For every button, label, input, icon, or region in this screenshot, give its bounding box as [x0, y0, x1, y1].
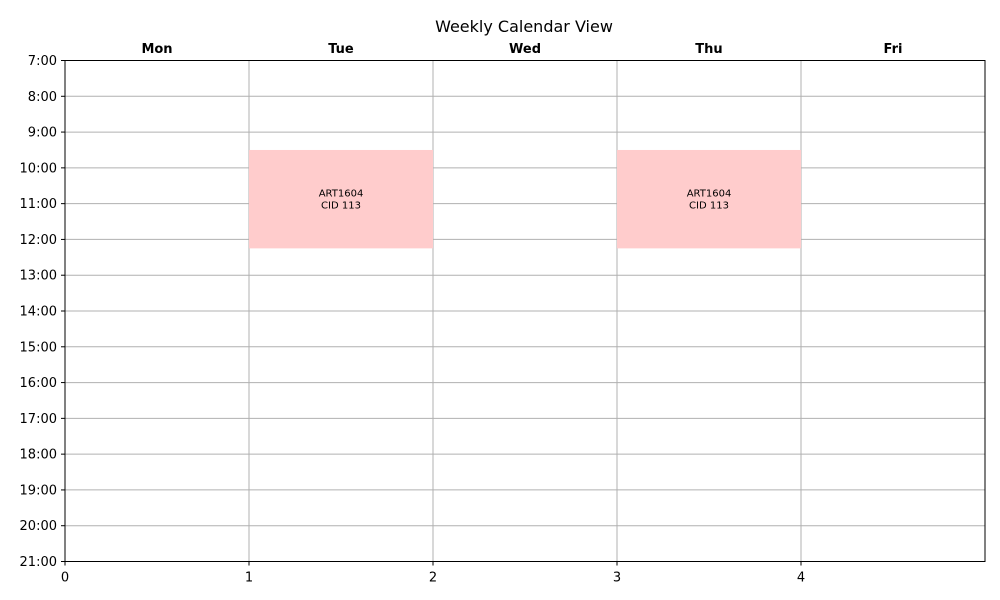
x-tick-label: 1 — [245, 571, 253, 586]
event-rect[interactable] — [617, 149, 801, 249]
day-label-tue: Tue — [328, 42, 354, 57]
y-tick-label: 17:00 — [20, 412, 57, 427]
y-tick-label: 9:00 — [28, 126, 57, 141]
y-tick-label: 8:00 — [28, 90, 57, 105]
day-label-wed: Wed — [509, 42, 541, 57]
y-tick-label: 20:00 — [20, 519, 57, 534]
y-tick-label: 10:00 — [20, 161, 57, 176]
y-tick-label: 7:00 — [28, 54, 57, 69]
y-tick-label: 12:00 — [20, 233, 57, 248]
x-tick-label: 4 — [797, 571, 805, 586]
chart-title: Weekly Calendar View — [435, 17, 613, 36]
event-cid-label: CID 113 — [689, 201, 729, 212]
y-tick-label: 13:00 — [20, 269, 57, 284]
y-tick-label: 15:00 — [20, 340, 57, 355]
y-tick-label: 21:00 — [20, 555, 57, 570]
day-label-mon: Mon — [141, 42, 172, 57]
y-tick-label: 19:00 — [20, 483, 57, 498]
event-cid-label: CID 113 — [321, 201, 361, 212]
y-tick-label: 11:00 — [20, 197, 57, 212]
y-tick-label: 16:00 — [20, 376, 57, 391]
event-course-label: ART1604 — [319, 189, 364, 200]
event-rect[interactable] — [249, 149, 433, 249]
x-tick-label: 0 — [61, 571, 69, 586]
y-tick-label: 18:00 — [20, 448, 57, 463]
day-label-thu: Thu — [695, 42, 722, 57]
event-course-label: ART1604 — [687, 189, 732, 200]
x-tick-label: 3 — [613, 571, 621, 586]
y-tick-label: 14:00 — [20, 305, 57, 320]
x-tick-label: 2 — [429, 571, 437, 586]
day-label-fri: Fri — [884, 42, 903, 57]
